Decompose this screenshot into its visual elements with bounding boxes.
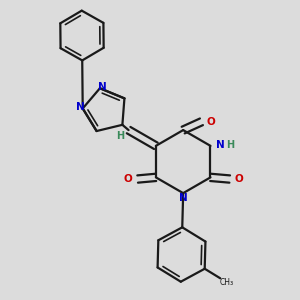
- Text: O: O: [207, 117, 215, 127]
- Text: N: N: [76, 102, 85, 112]
- Text: H: H: [226, 140, 234, 150]
- Text: O: O: [124, 174, 133, 184]
- Text: N: N: [179, 194, 188, 203]
- Text: N: N: [216, 140, 224, 150]
- Text: H: H: [116, 131, 124, 141]
- Text: N: N: [98, 82, 106, 92]
- Text: O: O: [235, 174, 243, 184]
- Text: CH₃: CH₃: [219, 278, 233, 286]
